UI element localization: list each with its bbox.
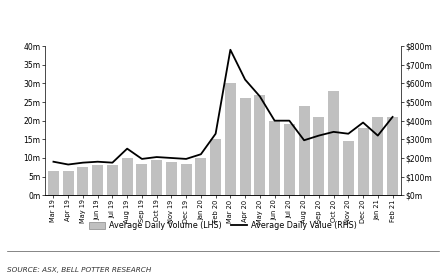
Bar	[136, 163, 148, 195]
Bar	[313, 117, 324, 195]
Bar	[387, 117, 398, 195]
Legend: Average Daily Volume (LHS), Average Daily Value (RHS): Average Daily Volume (LHS), Average Dail…	[89, 222, 357, 230]
Bar	[62, 171, 74, 195]
Bar	[328, 91, 339, 195]
Bar	[358, 128, 368, 195]
Bar	[181, 163, 192, 195]
Bar	[298, 106, 310, 195]
Bar	[225, 83, 236, 195]
Bar	[92, 165, 103, 195]
Bar	[107, 165, 118, 195]
Bar	[48, 171, 59, 195]
Bar	[284, 124, 295, 195]
Bar	[343, 141, 354, 195]
Bar	[195, 158, 206, 195]
Bar	[78, 167, 88, 195]
Bar	[372, 117, 384, 195]
Bar	[240, 98, 251, 195]
Bar	[269, 121, 280, 195]
Bar	[151, 160, 162, 195]
Bar	[254, 95, 265, 195]
Bar	[210, 139, 221, 195]
Bar	[122, 158, 133, 195]
Text: Figure 6 - Average daily volume and value: Figure 6 - Average daily volume and valu…	[7, 15, 286, 28]
Text: SOURCE: ASX, BELL POTTER RESEARCH: SOURCE: ASX, BELL POTTER RESEARCH	[7, 267, 151, 273]
Bar	[166, 162, 177, 195]
